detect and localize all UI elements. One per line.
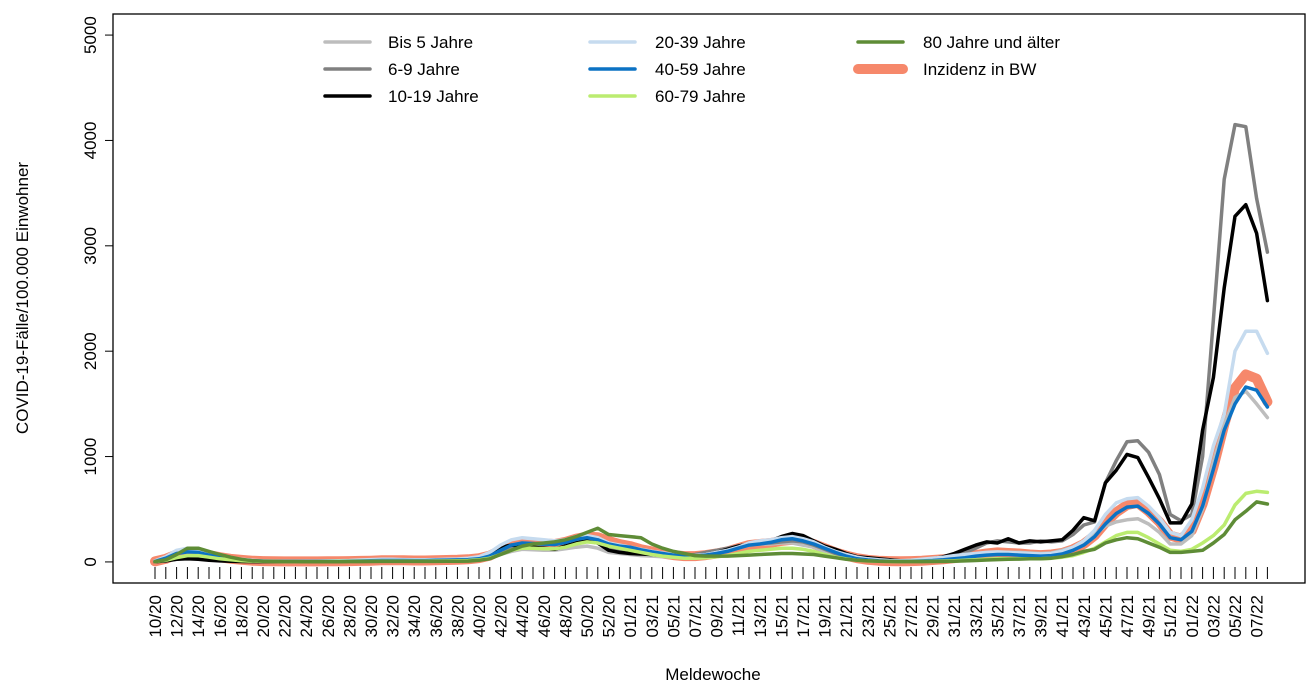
x-tick-label: 46/20 (535, 595, 554, 638)
x-tick-label: 12/20 (168, 595, 187, 638)
x-tick-label: 50/20 (578, 595, 597, 638)
x-tick-label: 30/20 (362, 595, 381, 638)
x-tick-label: 03/21 (643, 595, 662, 638)
x-tick-label: 38/20 (448, 595, 467, 638)
x-tick-label: 36/20 (427, 595, 446, 638)
x-tick-label: 49/21 (1140, 595, 1159, 638)
y-tick-label: 0 (81, 557, 100, 566)
x-tick-label: 13/21 (751, 595, 770, 638)
legend-label: 20-39 Jahre (655, 33, 746, 52)
x-tick-label: 41/21 (1053, 595, 1072, 638)
x-tick-label: 23/21 (859, 595, 878, 638)
x-tick-label: 07/22 (1248, 595, 1267, 638)
x-tick-label: 32/20 (384, 595, 403, 638)
legend-label: 60-79 Jahre (655, 87, 746, 106)
x-tick-label: 16/20 (211, 595, 230, 638)
x-tick-label: 01/22 (1183, 595, 1202, 638)
x-tick-label: 18/20 (232, 595, 251, 638)
x-tick-label: 20/20 (254, 595, 273, 638)
y-tick-label: 4000 (81, 122, 100, 160)
x-tick-label: 29/21 (924, 595, 943, 638)
legend-label: Inzidenz in BW (923, 60, 1036, 79)
x-tick-label: 01/21 (621, 595, 640, 638)
x-tick-label: 24/20 (297, 595, 316, 638)
x-tick-label: 51/21 (1161, 595, 1180, 638)
x-tick-label: 27/21 (902, 595, 921, 638)
x-tick-label: 39/21 (1032, 595, 1051, 638)
y-tick-label: 2000 (81, 332, 100, 370)
x-tick-label: 31/21 (945, 595, 964, 638)
x-tick-label: 40/20 (470, 595, 489, 638)
legend-label: 6-9 Jahre (388, 60, 460, 79)
x-tick-label: 47/21 (1118, 595, 1137, 638)
x-axis-label: Meldewoche (665, 665, 760, 684)
x-tick-label: 42/20 (492, 595, 511, 638)
legend-label: 80 Jahre und älter (923, 33, 1060, 52)
x-tick-label: 44/20 (513, 595, 532, 638)
x-tick-label: 03/22 (1204, 595, 1223, 638)
x-tick-label: 25/21 (880, 595, 899, 638)
x-tick-label: 15/21 (772, 595, 791, 638)
x-tick-label: 07/21 (686, 595, 705, 638)
x-tick-label: 48/20 (556, 595, 575, 638)
legend-label: Bis 5 Jahre (388, 33, 473, 52)
x-tick-label: 19/21 (816, 595, 835, 638)
x-tick-label: 28/20 (340, 595, 359, 638)
x-tick-label: 26/20 (319, 595, 338, 638)
x-tick-label: 05/22 (1226, 595, 1245, 638)
legend-label: 10-19 Jahre (388, 87, 479, 106)
y-axis-label: COVID-19-Fälle/100.000 Einwohner (13, 162, 32, 434)
series-line (150, 369, 1273, 567)
x-tick-label: 45/21 (1096, 595, 1115, 638)
x-tick-label: 37/21 (1010, 595, 1029, 638)
x-tick-label: 43/21 (1075, 595, 1094, 638)
x-tick-label: 34/20 (405, 595, 424, 638)
y-tick-label: 1000 (81, 438, 100, 476)
y-tick-label: 3000 (81, 227, 100, 265)
x-tick-label: 05/21 (664, 595, 683, 638)
x-tick-label: 22/20 (276, 595, 295, 638)
plot-area (150, 122, 1273, 567)
legend-label: 40-59 Jahre (655, 60, 746, 79)
series-line (153, 202, 1270, 564)
x-tick-label: 52/20 (600, 595, 619, 638)
x-tick-label: 09/21 (708, 595, 727, 638)
x-tick-label: 21/21 (837, 595, 856, 638)
x-tick-label: 17/21 (794, 595, 813, 638)
series-line (153, 500, 1270, 564)
y-tick-label: 5000 (81, 16, 100, 54)
x-tick-label: 33/21 (967, 595, 986, 638)
x-tick-label: 11/21 (729, 595, 748, 636)
x-tick-label: 10/20 (146, 595, 165, 638)
x-tick-label: 14/20 (189, 595, 208, 638)
x-tick-label: 35/21 (988, 595, 1007, 638)
